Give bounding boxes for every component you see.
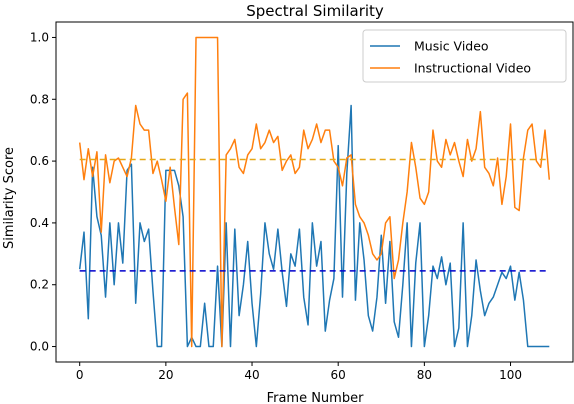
y-axis-label: Similarity Score (2, 147, 17, 249)
x-axis-label: Frame Number (267, 391, 365, 404)
plot-frame (55, 21, 574, 363)
y-tick-label: 1.0 (30, 30, 49, 44)
plot-area (55, 21, 574, 363)
y-tick-label: 0.8 (30, 92, 49, 106)
y-tick-label: 0.2 (30, 278, 49, 292)
x-axis: 0 20 40 60 80 100 (76, 362, 522, 382)
chart-title: Spectral Similarity (246, 2, 384, 20)
x-tick-label: 80 (417, 368, 432, 382)
y-tick-label: 0.6 (30, 154, 49, 168)
legend-label-instructional-video: Instructional Video (414, 61, 531, 76)
x-tick-label: 100 (499, 368, 522, 382)
y-tick-label: 0.0 (30, 340, 49, 354)
legend-label-music-video: Music Video (414, 39, 489, 54)
x-tick-label: 20 (158, 368, 173, 382)
legend: Music Video Instructional Video (362, 29, 567, 83)
legend-box (362, 29, 567, 83)
series-line-instructional-video (78, 36, 551, 348)
x-tick-label: 40 (244, 368, 259, 382)
x-tick-label: 60 (331, 368, 346, 382)
y-tick-label: 0.4 (30, 216, 49, 230)
y-axis: 0.0 0.2 0.4 0.6 0.8 1.0 (30, 30, 56, 354)
series-line-music-video (78, 104, 550, 348)
x-tick-label: 0 (76, 368, 84, 382)
